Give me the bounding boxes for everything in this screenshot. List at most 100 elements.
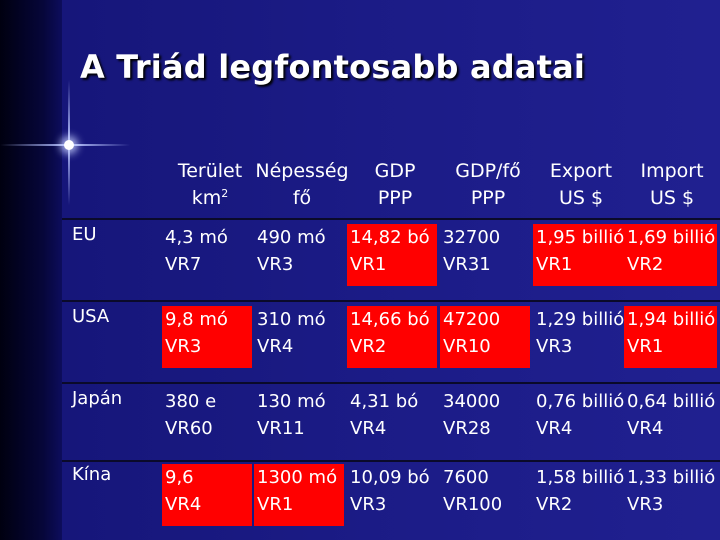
cell-rank: VR4: [627, 418, 664, 439]
header-population: Népesség fő: [254, 158, 350, 216]
cell-rank: VR100: [443, 494, 503, 515]
table-divider: [62, 300, 720, 302]
header-unit: US $: [558, 187, 604, 209]
row-label: EU: [72, 224, 97, 245]
table-cell: 32700 VR31: [440, 224, 530, 286]
cell-rank: VR2: [350, 336, 387, 357]
cell-rank: VR4: [165, 494, 202, 515]
cell-rank: VR10: [443, 336, 491, 357]
sparkle-icon: [64, 140, 74, 150]
table-cell: 380 e VR60: [162, 388, 252, 450]
cell-value: 1,94 billió: [627, 309, 716, 330]
header-unit: km2: [191, 187, 229, 209]
header-label: GDP/fő: [455, 160, 521, 182]
table-cell: 9,6 VR4: [162, 464, 252, 526]
table-cell: 1,33 billió VR3: [624, 464, 717, 526]
row-label: USA: [72, 306, 110, 327]
cell-value: 7600: [443, 467, 489, 488]
cell-rank: VR60: [165, 418, 213, 439]
header-import: Import US $: [624, 158, 720, 216]
table-divider: [62, 382, 720, 384]
table-cell: 0,76 billió VR4: [533, 388, 626, 450]
cell-rank: VR1: [257, 494, 294, 515]
cell-rank: VR4: [350, 418, 387, 439]
header-unit: PPP: [377, 187, 413, 209]
superscript: 2: [221, 187, 229, 200]
cell-value: 9,8 mó: [165, 309, 228, 330]
left-dark-panel: [0, 0, 62, 540]
cell-rank: VR3: [257, 254, 294, 275]
cell-value: 32700: [443, 227, 501, 248]
cell-value: 310 mó: [257, 309, 326, 330]
cell-value: 380 e: [165, 391, 217, 412]
table-cell: 1300 mó VR1: [254, 464, 344, 526]
header-unit: US $: [649, 187, 695, 209]
header-gdp-per-capita: GDP/fő PPP: [440, 158, 536, 216]
cell-rank: VR4: [536, 418, 573, 439]
cell-value: 4,3 mó: [165, 227, 228, 248]
table-cell: 1,95 billió VR1: [533, 224, 626, 286]
cell-rank: VR28: [443, 418, 491, 439]
cell-value: 10,09 bó: [350, 467, 430, 488]
header-gdp: GDP PPP: [347, 158, 443, 216]
cell-value: 47200: [443, 309, 501, 330]
table-cell: 14,66 bó VR2: [347, 306, 437, 368]
table-cell: 4,31 bó VR4: [347, 388, 437, 450]
header-label: Népesség: [255, 160, 349, 182]
cell-rank: VR3: [536, 336, 573, 357]
row-label: Japán: [72, 388, 123, 409]
cell-rank: VR2: [536, 494, 573, 515]
cell-rank: VR3: [165, 336, 202, 357]
cell-rank: VR4: [257, 336, 294, 357]
header-label: Import: [640, 160, 704, 182]
cell-value: 1,33 billió: [627, 467, 716, 488]
table-cell: 4,3 mó VR7: [162, 224, 252, 286]
cell-rank: VR1: [350, 254, 387, 275]
header-export: Export US $: [533, 158, 629, 216]
table-cell: 1,94 billió VR1: [624, 306, 717, 368]
cell-value: 1,95 billió: [536, 227, 625, 248]
table-cell: 1,29 billió VR3: [533, 306, 626, 368]
table-divider: [62, 218, 720, 220]
cell-rank: VR3: [627, 494, 664, 515]
cell-value: 1,58 billió: [536, 467, 625, 488]
table-cell: 14,82 bó VR1: [347, 224, 437, 286]
cell-rank: VR3: [350, 494, 387, 515]
cell-value: 14,82 bó: [350, 227, 430, 248]
table-cell: 1,58 billió VR2: [533, 464, 626, 526]
row-label: Kína: [72, 464, 112, 485]
cell-rank: VR2: [627, 254, 664, 275]
cell-rank: VR31: [443, 254, 491, 275]
cell-rank: VR11: [257, 418, 305, 439]
cell-value: 0,76 billió: [536, 391, 625, 412]
slide-title: A Triád legfontosabb adatai: [80, 48, 586, 86]
cell-value: 34000: [443, 391, 501, 412]
header-label: GDP: [374, 160, 416, 182]
cell-value: 4,31 bó: [350, 391, 419, 412]
cell-value: 9,6: [165, 467, 194, 488]
table-cell: 9,8 mó VR3: [162, 306, 252, 368]
header-area: Terület km2: [162, 158, 258, 216]
table-cell: 34000 VR28: [440, 388, 530, 450]
cell-value: 14,66 bó: [350, 309, 430, 330]
table-cell: 0,64 billió VR4: [624, 388, 717, 450]
cell-rank: VR7: [165, 254, 202, 275]
header-label: Export: [549, 160, 613, 182]
header-unit: fő: [292, 187, 312, 209]
table-cell: 47200 VR10: [440, 306, 530, 368]
cell-value: 490 mó: [257, 227, 326, 248]
header-label: Terület: [177, 160, 243, 182]
cell-value: 130 mó: [257, 391, 326, 412]
table-cell: 490 mó VR3: [254, 224, 344, 286]
cell-value: 1,29 billió: [536, 309, 625, 330]
header-unit: PPP: [470, 187, 506, 209]
table-cell: 310 mó VR4: [254, 306, 344, 368]
table-cell: 10,09 bó VR3: [347, 464, 437, 526]
cell-rank: VR1: [536, 254, 573, 275]
table-cell: 7600 VR100: [440, 464, 530, 526]
cell-value: 1300 mó: [257, 467, 338, 488]
table-cell: 1,69 billió VR2: [624, 224, 717, 286]
table-cell: 130 mó VR11: [254, 388, 344, 450]
cell-rank: VR1: [627, 336, 664, 357]
cell-value: 1,69 billió: [627, 227, 716, 248]
